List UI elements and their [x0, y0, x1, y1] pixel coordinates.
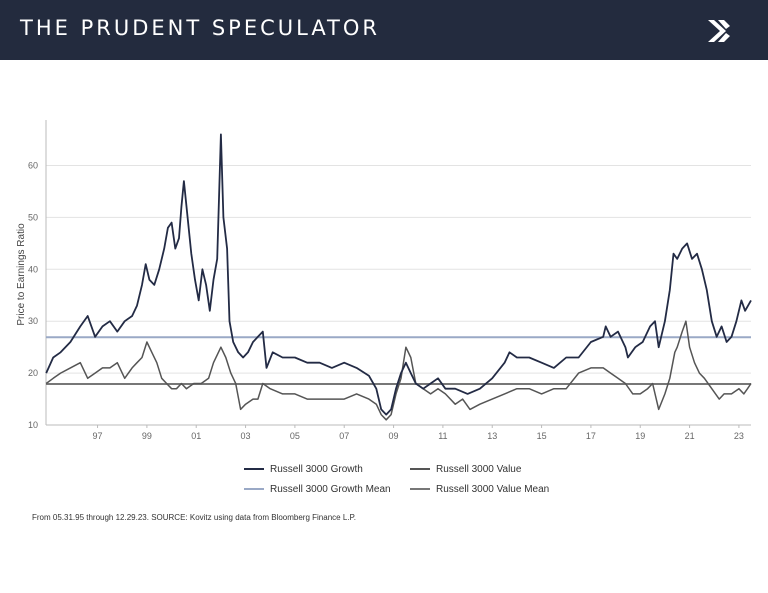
chart-area: 10 20 30 40 50 60 97 99 01 03 05 07 09 11 13 15 17 19 21 23… — [0, 110, 768, 440]
y-tick-label-40: 40 — [28, 264, 38, 274]
legend-label-growth-mean: Russell 3000 Growth Mean — [270, 483, 391, 495]
x-tick-label-09: 09 — [389, 431, 399, 440]
x-tick-label-17: 17 — [586, 431, 596, 440]
x-tick-label-03: 03 — [241, 431, 251, 440]
legend-label-value: Russell 3000 Value — [436, 463, 522, 475]
legend-swatch-value — [410, 468, 430, 470]
y-tick-label-50: 50 — [28, 212, 38, 222]
legend-value-mean: Russell 3000 Value Mean — [410, 482, 549, 496]
header-bar: THE PRUDENT SPECULATOR — [0, 0, 768, 60]
pe-ratio-chart: 10 20 30 40 50 60 97 99 01 03 05 07 09 11 13 15 17 19 21 23… — [16, 120, 752, 440]
legend-growth-mean: Russell 3000 Growth Mean — [244, 482, 391, 496]
legend-swatch-growth — [244, 468, 264, 470]
chart-legend: Russell 3000 Growth Russell 3000 Value R… — [244, 462, 604, 500]
y-tick-label-60: 60 — [28, 161, 38, 171]
legend-label-value-mean: Russell 3000 Value Mean — [436, 483, 550, 495]
x-tick-label-23: 23 — [734, 431, 744, 440]
x-tick-label-21: 21 — [685, 431, 695, 440]
value-series-line — [45, 320, 752, 421]
x-tick-label-97: 97 — [93, 431, 103, 440]
x-tick-label-05: 05 — [290, 431, 300, 440]
y-tick-label-10: 10 — [28, 420, 38, 430]
x-tick-label-07: 07 — [339, 431, 349, 440]
source-footnote: From 05.31.95 through 12.29.23. SOURCE: … — [32, 513, 357, 522]
x-tick-label-99: 99 — [142, 431, 152, 440]
x-tick-label-19: 19 — [635, 431, 645, 440]
x-tick-label-01: 01 — [191, 431, 201, 440]
growth-series-line — [45, 133, 752, 416]
x-tick-label-13: 13 — [487, 431, 497, 440]
legend-growth: Russell 3000 Growth — [244, 462, 363, 476]
y-tick-label-30: 30 — [28, 316, 38, 326]
legend-swatch-value-mean — [410, 488, 430, 490]
kovitz-logo-icon — [708, 20, 730, 42]
legend-value: Russell 3000 Value — [410, 462, 521, 476]
legend-label-growth: Russell 3000 Growth — [270, 463, 363, 475]
page-title: THE PRUDENT SPECULATOR — [20, 16, 380, 40]
y-tick-label-20: 20 — [28, 368, 38, 378]
x-tick-label-11: 11 — [438, 431, 447, 440]
legend-swatch-growth-mean — [244, 488, 264, 490]
x-tick-label-15: 15 — [537, 431, 547, 440]
y-axis-label: Price to Earnings Ratio — [16, 223, 27, 326]
